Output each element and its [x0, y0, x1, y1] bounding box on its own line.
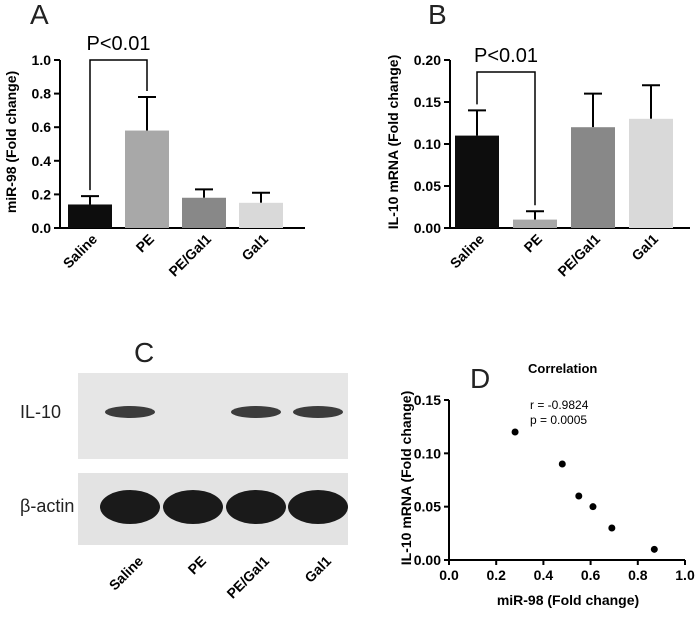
y-tick-label: 0.05 [414, 178, 441, 194]
y-tick-label: 0.10 [414, 136, 441, 152]
x-tick-label: PE/Gal1 [554, 231, 603, 280]
panel-b: B IL-10 mRNA (Fold change) 0.00 0.05 0.10 0… [385, 0, 690, 280]
panel-d-r-value: r = -0.9824 [530, 398, 589, 412]
panel-d-title: Correlation [528, 361, 597, 376]
y-tick-label: 0.05 [414, 499, 441, 515]
panel-d-axes: 0.0 0.2 0.4 0.6 0.8 1.0 0.00 0.05 0.10 0.15 [414, 392, 695, 583]
panel-letter-b: B [428, 0, 447, 30]
significance-label: P<0.01 [87, 33, 151, 55]
panel-d-x-label: miR-98 (Fold change) [497, 592, 639, 608]
y-tick-label: 1.0 [32, 52, 52, 68]
bar-pe-gal1 [182, 197, 226, 228]
y-tick-label: 0.15 [414, 392, 441, 408]
x-tick-label: PE [521, 231, 546, 256]
panel-letter-c: C [134, 337, 154, 368]
blot-row-label-il10: IL-10 [20, 402, 61, 422]
x-tick-label: Gal1 [628, 231, 661, 264]
x-tick-label: PE/Gal1 [165, 231, 214, 280]
blot-bands [100, 406, 348, 524]
panel-b-significance: P<0.01 [474, 45, 538, 206]
lane-label-saline: Saline [106, 553, 147, 594]
lane-label-pe: PE [185, 553, 210, 578]
y-tick-label: 0.20 [414, 52, 441, 68]
panel-a-y-label: miR-98 (Fold change) [3, 71, 19, 213]
panel-b-bars: Saline PE PE/Gal1 Gal1 [447, 84, 673, 280]
scatter-point [511, 428, 519, 436]
x-tick-label: Saline [60, 231, 101, 272]
y-tick-label: 0.00 [414, 220, 441, 236]
x-tick-label: 0.0 [439, 567, 459, 583]
blot-row-label-beta-actin: β-actin [20, 496, 74, 516]
blot-lane-labels: Saline PE PE/Gal1 Gal1 [106, 553, 335, 602]
panel-a: A miR-98 (Fold change) 0.0 0.2 0.4 0.6 0.8 1.… [3, 0, 305, 280]
y-tick-label: 0.8 [32, 86, 52, 102]
x-tick-label: 0.2 [486, 567, 506, 583]
y-tick-label: 0.10 [414, 445, 441, 461]
il10-band-saline [105, 406, 155, 418]
panel-b-y-label: IL-10 mRNA (Fold change) [385, 55, 401, 230]
y-tick-label: 0.4 [32, 153, 52, 169]
x-tick-label: Gal1 [238, 231, 271, 264]
bar-gal1 [629, 118, 673, 228]
x-tick-label: 0.8 [628, 567, 648, 583]
lane-label-pe-gal1: PE/Gal1 [223, 553, 272, 602]
y-tick-label: 0.6 [32, 119, 52, 135]
x-tick-label: PE [133, 231, 158, 256]
panel-a-significance: P<0.01 [87, 33, 151, 191]
significance-bracket [476, 71, 536, 206]
bar-saline [68, 204, 112, 228]
bar-gal1 [239, 202, 283, 228]
x-tick-label: Saline [447, 231, 488, 272]
il10-band-gal1 [293, 406, 343, 418]
scatter-point [589, 503, 597, 511]
panel-d: D Correlation r = -0.9824 p = 0.0005 IL-… [398, 361, 695, 608]
y-tick-label: 0.0 [32, 220, 52, 236]
beta-actin-band-saline [100, 490, 160, 524]
bar-saline [455, 135, 499, 228]
il10-band-pe-gal1 [231, 406, 281, 418]
significance-bracket [89, 59, 148, 191]
scatter-point [575, 492, 583, 500]
x-tick-label: 1.0 [675, 567, 695, 583]
scatter-point [608, 524, 616, 532]
panel-d-p-value: p = 0.0005 [530, 413, 587, 427]
x-tick-label: 0.6 [581, 567, 601, 583]
scatter-point [558, 460, 566, 468]
bar-pe [513, 219, 557, 228]
panel-letter-d: D [470, 363, 490, 394]
panel-a-bars: Saline PE PE/Gal1 Gal1 [60, 95, 283, 280]
beta-actin-band-pe [163, 490, 223, 524]
panel-letter-a: A [30, 0, 49, 30]
y-tick-label: 0.15 [414, 94, 441, 110]
bar-pe-gal1 [571, 127, 615, 228]
panel-c-western-blot: C IL-10 β-actin Saline PE PE/Gal1 Gal1 [20, 337, 348, 602]
scatter-point [650, 545, 658, 553]
y-tick-label: 0.2 [32, 186, 52, 202]
beta-actin-band-pe-gal1 [226, 490, 286, 524]
panel-d-points [511, 428, 658, 553]
bar-pe [125, 130, 169, 228]
lane-label-gal1: Gal1 [301, 553, 334, 586]
panel-d-y-label: IL-10 mRNA (Fold change) [398, 391, 414, 566]
x-tick-label: 0.4 [534, 567, 554, 583]
beta-actin-band-gal1 [288, 490, 348, 524]
y-tick-label: 0.00 [414, 552, 441, 568]
significance-label: P<0.01 [474, 45, 538, 67]
